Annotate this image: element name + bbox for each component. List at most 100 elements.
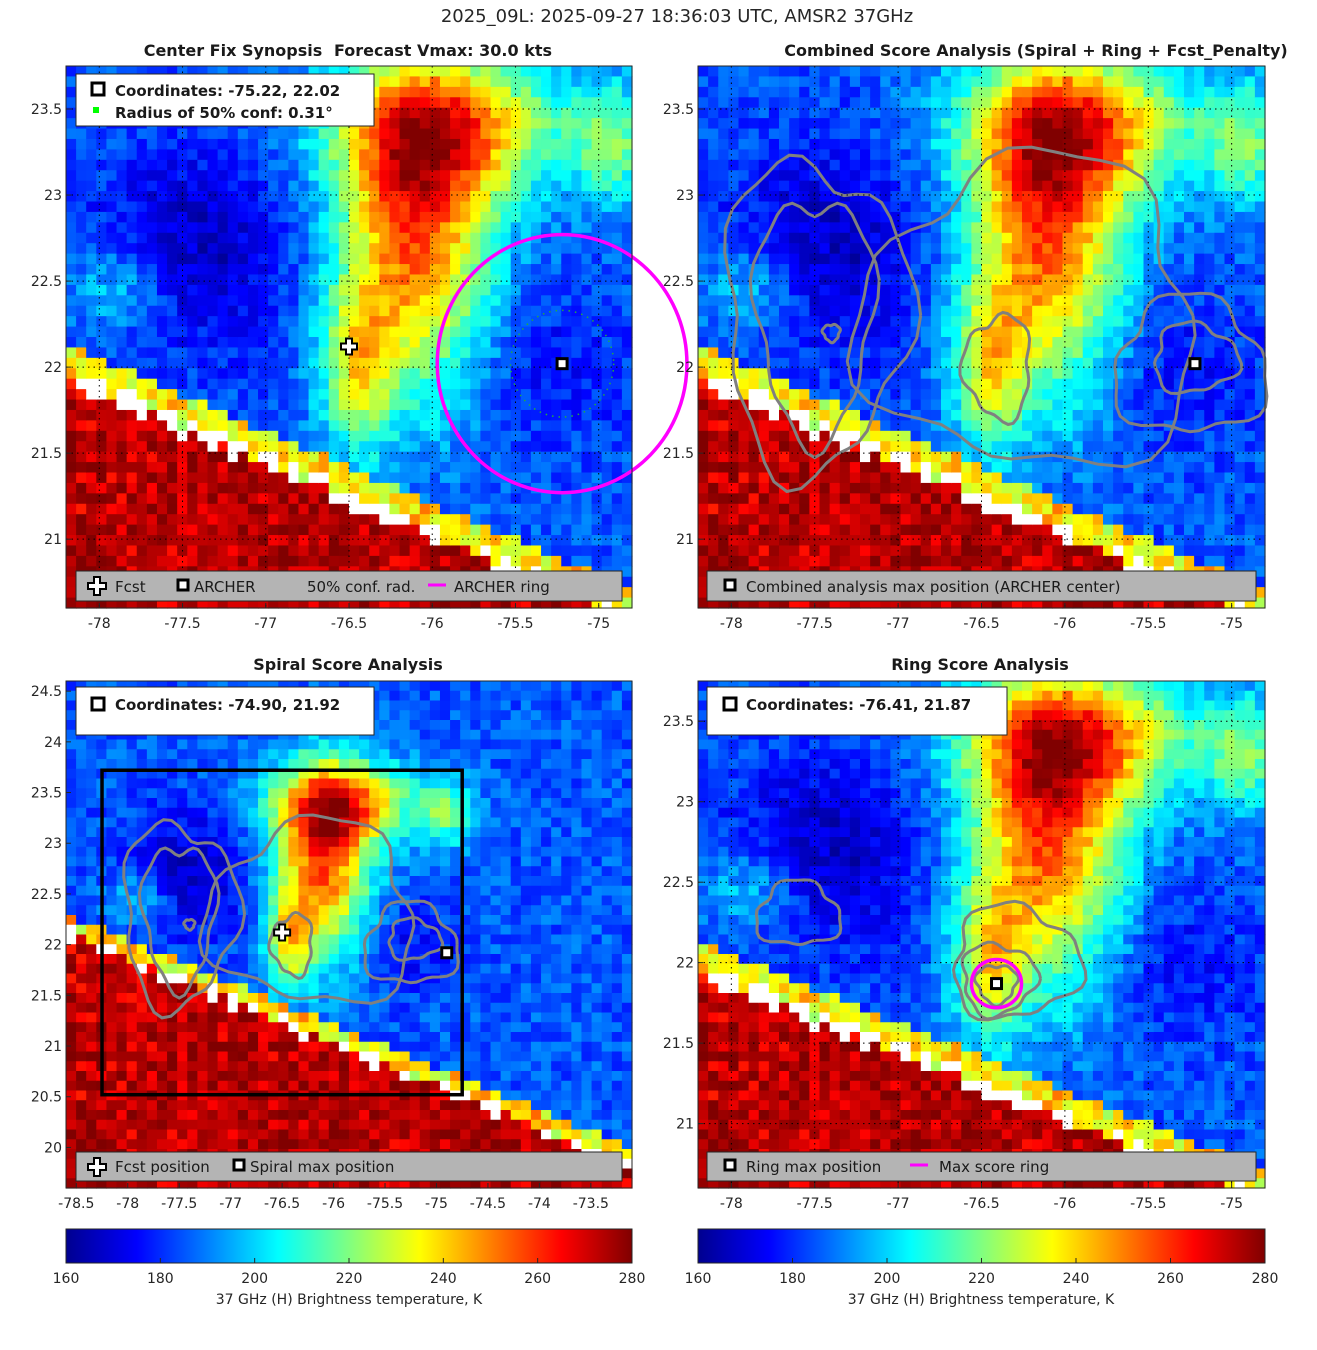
heatmap-cell [890, 66, 902, 78]
heatmap-cell [718, 66, 729, 78]
heatmap-cell [839, 316, 851, 328]
heatmap-cell [237, 264, 249, 276]
heatmap-cell [268, 316, 279, 328]
heatmap-cell [951, 86, 962, 98]
heatmap-cell [187, 264, 198, 276]
heatmap-cell [799, 264, 810, 276]
heatmap-cell [621, 128, 633, 140]
heatmap-cell [910, 503, 922, 515]
heatmap-cell [359, 503, 370, 515]
heatmap-cell [207, 180, 219, 192]
heatmap-cell [738, 326, 750, 338]
heatmap-cell [1042, 86, 1053, 98]
heatmap-cell [1022, 430, 1033, 442]
heatmap-cell [450, 451, 461, 463]
heatmap-cell [910, 545, 922, 557]
heatmap-cell [520, 295, 532, 307]
heatmap-cell [981, 66, 993, 78]
heatmap-cell [601, 149, 613, 161]
heatmap-cell [748, 222, 760, 234]
heatmap-cell [860, 274, 871, 286]
heatmap-cell [789, 337, 800, 349]
heatmap-cell [789, 159, 800, 171]
heatmap-cell [470, 295, 481, 307]
heatmap-cell [66, 430, 77, 442]
heatmap-cell [809, 337, 821, 349]
heatmap-cell [621, 587, 633, 599]
heatmap-cell [470, 399, 481, 411]
heatmap-cell [768, 149, 780, 161]
heatmap-cell [460, 462, 471, 474]
heatmap-cell [460, 514, 471, 526]
heatmap-cell [247, 305, 259, 317]
heatmap-cell [429, 535, 441, 547]
heatmap-cell [530, 264, 542, 276]
heatmap-cell [136, 66, 148, 78]
heatmap-cell [789, 284, 800, 296]
heatmap-cell [961, 347, 972, 359]
heatmap-cell [779, 347, 790, 359]
heatmap-cell [748, 170, 760, 182]
heatmap-cell [839, 232, 851, 244]
heatmap-cell [106, 357, 118, 369]
heatmap-cell [490, 409, 502, 421]
heatmap-cell [951, 253, 962, 265]
heatmap-cell [429, 399, 441, 411]
heatmap-cell [409, 180, 421, 192]
heatmap-cell [890, 337, 902, 349]
heatmap-cell [758, 149, 770, 161]
heatmap-cell [708, 191, 719, 203]
heatmap-cell [338, 357, 350, 369]
heatmap-cell [480, 482, 492, 494]
heatmap-cell [880, 66, 891, 78]
heatmap-cell [591, 138, 603, 150]
heatmap-cell [308, 555, 320, 567]
heatmap-cell [207, 482, 219, 494]
heatmap-cell [409, 503, 421, 515]
heatmap-cell [1082, 222, 1094, 234]
heatmap-cell [146, 211, 158, 223]
heatmap-cell [1062, 76, 1074, 88]
heatmap-cell [480, 430, 492, 442]
heatmap-cell [981, 86, 993, 98]
heatmap-cell [581, 337, 593, 349]
heatmap-cell [490, 597, 502, 609]
heatmap-cell [819, 441, 831, 453]
heatmap-cell [258, 357, 269, 369]
heatmap-cell [551, 253, 562, 265]
heatmap-cell [809, 180, 821, 192]
heatmap-cell [789, 118, 800, 130]
heatmap-cell [951, 430, 962, 442]
heatmap-cell [809, 191, 821, 203]
heatmap-cell [369, 264, 380, 276]
heatmap-cell [829, 201, 841, 213]
heatmap-cell [900, 222, 912, 234]
heatmap-cell [510, 524, 522, 536]
heatmap-cell [450, 462, 461, 474]
heatmap-cell [758, 284, 770, 296]
heatmap-cell [870, 66, 881, 78]
heatmap-cell [359, 295, 370, 307]
heatmap-cell [1082, 191, 1094, 203]
heatmap-cell [1042, 159, 1053, 171]
heatmap-cell [728, 545, 740, 557]
heatmap-cell [551, 97, 562, 109]
heatmap-cell [429, 232, 441, 244]
heatmap-cell [1052, 201, 1064, 213]
heatmap-cell [258, 409, 269, 421]
heatmap-cell [197, 430, 209, 442]
heatmap-cell [799, 555, 810, 567]
heatmap-cell [860, 368, 871, 380]
heatmap-cell [288, 274, 300, 286]
heatmap-cell [379, 170, 391, 182]
heatmap-cell [399, 514, 411, 526]
heatmap-cell [470, 326, 481, 338]
heatmap-cell [900, 86, 912, 98]
heatmap-cell [187, 253, 198, 265]
heatmap-cell [510, 451, 522, 463]
heatmap-cell [86, 451, 97, 463]
heatmap-cell [829, 368, 841, 380]
heatmap-cell [338, 597, 350, 609]
heatmap-cell [1052, 107, 1064, 119]
heatmap-cell [1011, 389, 1023, 401]
